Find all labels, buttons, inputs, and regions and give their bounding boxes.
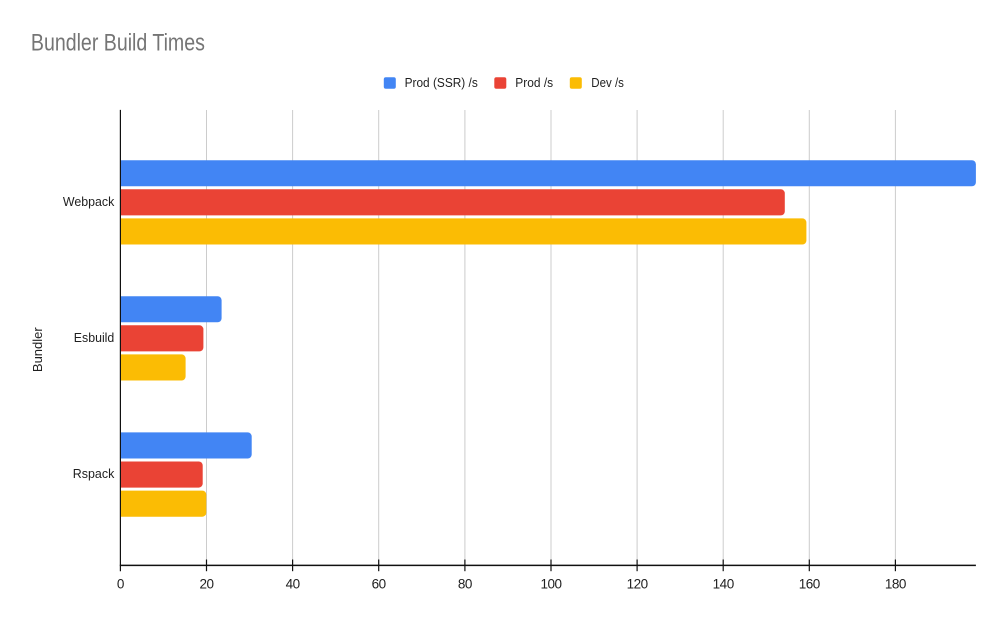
svg-text:160: 160 xyxy=(799,577,820,592)
svg-text:0: 0 xyxy=(117,577,124,592)
svg-text:Prod /s: Prod /s xyxy=(515,75,553,90)
svg-text:80: 80 xyxy=(458,577,472,592)
svg-text:Rspack: Rspack xyxy=(73,466,115,481)
svg-text:Webpack: Webpack xyxy=(63,194,115,209)
svg-text:Prod (SSR) /s: Prod (SSR) /s xyxy=(405,75,479,90)
svg-text:Dev /s: Dev /s xyxy=(591,75,624,90)
svg-text:100: 100 xyxy=(540,577,561,592)
svg-text:120: 120 xyxy=(627,577,648,592)
svg-text:20: 20 xyxy=(199,577,213,592)
svg-text:40: 40 xyxy=(286,577,300,592)
svg-text:Esbuild: Esbuild xyxy=(74,330,115,345)
svg-text:Bundler: Bundler xyxy=(30,327,45,372)
svg-text:60: 60 xyxy=(372,577,386,592)
svg-text:Bundler Build Times: Bundler Build Times xyxy=(31,29,205,56)
svg-text:140: 140 xyxy=(713,577,734,592)
svg-text:180: 180 xyxy=(885,577,906,592)
